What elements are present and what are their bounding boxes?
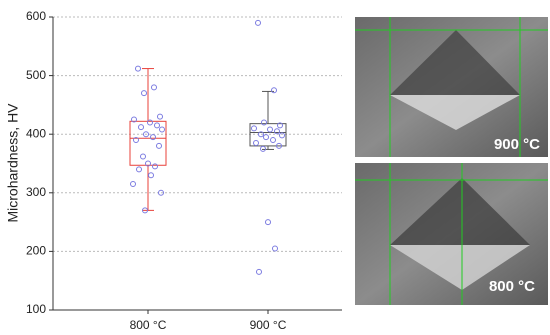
data-point — [131, 116, 137, 123]
data-point — [152, 163, 158, 170]
y-tick-label: 100 — [26, 302, 46, 316]
data-point — [140, 153, 146, 160]
data-point — [151, 84, 157, 91]
data-point — [159, 126, 165, 133]
y-tick-label: 300 — [26, 185, 46, 199]
y-tick-label: 400 — [26, 126, 46, 140]
data-point — [263, 134, 269, 141]
data-point — [133, 137, 139, 144]
data-point — [157, 113, 163, 120]
data-point — [256, 268, 262, 275]
y-axis-label: Microhardness, HV — [5, 103, 21, 223]
data-point — [271, 87, 277, 94]
data-point — [255, 19, 261, 26]
data-point — [260, 145, 266, 152]
data-point — [258, 131, 264, 138]
image-label: 900 °C — [494, 136, 540, 153]
data-point — [141, 90, 147, 97]
data-point — [265, 219, 271, 226]
data-point — [138, 124, 144, 131]
micrograph-900: 900 °C — [355, 17, 548, 157]
data-point — [135, 65, 141, 72]
data-point — [267, 126, 273, 133]
data-point — [150, 134, 156, 141]
data-point — [274, 128, 280, 135]
data-point — [276, 142, 282, 149]
data-point — [130, 181, 136, 188]
data-point — [158, 189, 164, 196]
data-point — [277, 122, 283, 129]
data-point — [253, 139, 259, 146]
data-point — [148, 172, 154, 179]
data-point — [272, 245, 278, 252]
image-label: 800 °C — [489, 278, 535, 295]
data-point — [154, 122, 160, 129]
data-point — [136, 166, 142, 173]
data-point — [270, 137, 276, 144]
box — [249, 123, 287, 147]
y-tick-label: 600 — [26, 9, 46, 23]
micrograph-800: 800 °C — [355, 163, 548, 305]
y-tick-label: 500 — [26, 68, 46, 82]
data-point — [142, 207, 148, 214]
data-point — [156, 142, 162, 149]
data-point — [143, 131, 149, 138]
data-point — [261, 119, 267, 126]
data-point — [145, 160, 151, 167]
y-tick-label: 200 — [26, 244, 46, 258]
data-point — [279, 132, 285, 139]
data-point — [147, 119, 153, 126]
x-tick-label: 900 °C — [250, 318, 287, 332]
x-tick-label: 800 °C — [130, 318, 167, 332]
data-point — [251, 125, 257, 132]
